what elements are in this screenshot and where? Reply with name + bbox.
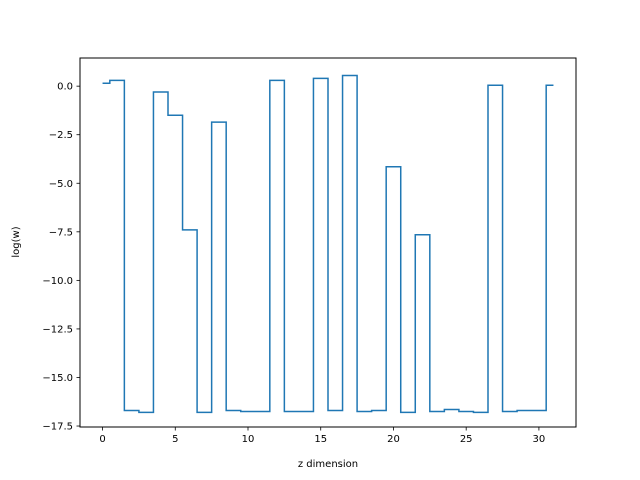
x-tick-label: 30 bbox=[533, 434, 546, 445]
x-tick-label: 15 bbox=[314, 434, 327, 445]
y-tick-label: −2.5 bbox=[49, 130, 73, 141]
y-tick-label: −7.5 bbox=[49, 227, 73, 238]
x-tick-label: 5 bbox=[172, 434, 178, 445]
y-tick-label: −17.5 bbox=[42, 422, 73, 433]
y-axis-label: log(w) bbox=[11, 226, 22, 257]
y-axis: 0.0 −2.5 −5.0 −7.5 −10.0 −12.5 −15.0 −17.5 bbox=[42, 82, 80, 433]
series-line-0 bbox=[102, 74, 554, 414]
x-tick-label: 10 bbox=[242, 434, 255, 445]
y-tick-label: −12.5 bbox=[42, 324, 73, 335]
plot-frame bbox=[79, 57, 577, 428]
y-tick-label: −10.0 bbox=[42, 276, 73, 287]
x-tick-label: 25 bbox=[460, 434, 473, 445]
x-axis-label: z dimension bbox=[298, 459, 358, 470]
x-tick-label: 20 bbox=[387, 434, 400, 445]
x-tick-label: 0 bbox=[99, 434, 105, 445]
y-tick-label: −15.0 bbox=[42, 373, 73, 384]
y-tick-label: 0.0 bbox=[57, 82, 73, 93]
y-tick-label: −5.0 bbox=[49, 179, 73, 190]
x-axis: 0 5 10 15 20 25 30 bbox=[99, 427, 545, 445]
series-layer bbox=[102, 74, 554, 414]
